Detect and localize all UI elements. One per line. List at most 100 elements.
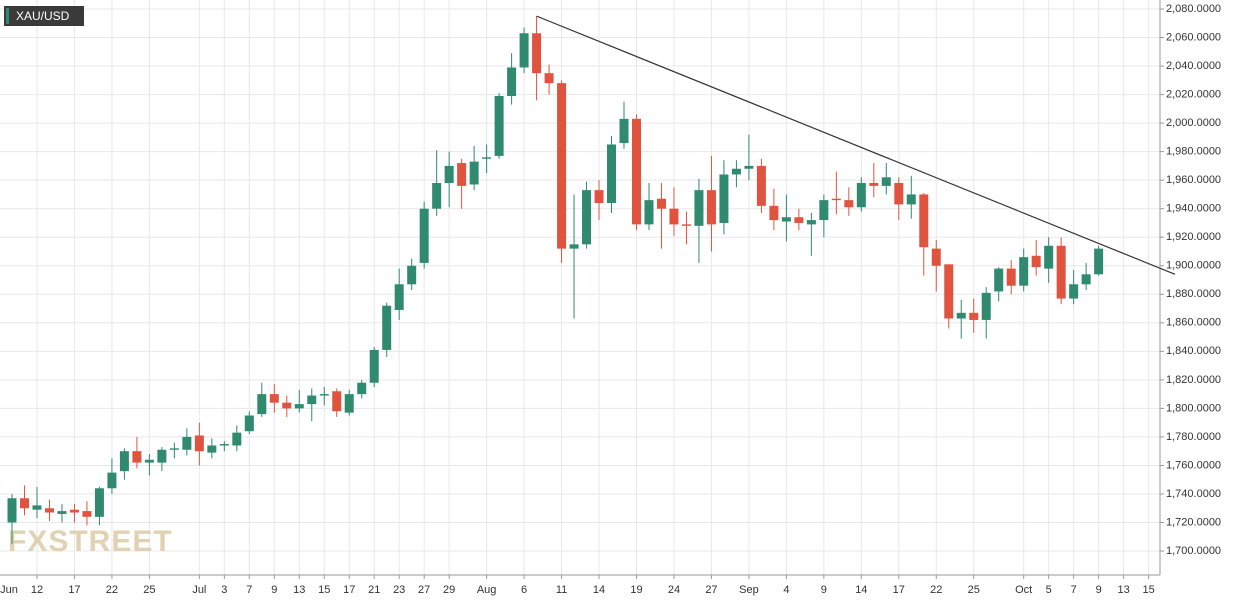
- candle-body: [157, 449, 167, 463]
- candle-body: [257, 394, 267, 415]
- candle-body: [544, 73, 554, 84]
- x-tick-label: 17: [343, 584, 355, 596]
- y-tick-label: 1,920.0000: [1166, 231, 1221, 243]
- y-tick-label: 1,960.0000: [1166, 174, 1221, 186]
- y-tick-label: 1,780.0000: [1166, 431, 1221, 443]
- candle-body: [1069, 284, 1079, 299]
- x-tick-label: 29: [443, 584, 455, 596]
- candle-body: [769, 205, 779, 221]
- candles: [7, 16, 1104, 544]
- y-tick-label: 1,740.0000: [1166, 488, 1221, 500]
- candle-body: [507, 67, 517, 96]
- candle-body: [856, 183, 866, 208]
- x-tick-label: 27: [705, 584, 717, 596]
- candle-body: [669, 208, 679, 225]
- candle-body: [656, 198, 666, 209]
- x-tick-label: 9: [821, 584, 827, 596]
- candle-body: [19, 498, 29, 509]
- candle-body: [582, 190, 592, 245]
- y-tick-label: 1,840.0000: [1166, 345, 1221, 357]
- candle-body: [532, 33, 542, 74]
- candle-body: [831, 198, 841, 201]
- x-tick-label: 14: [593, 584, 605, 596]
- candle-body: [594, 190, 604, 203]
- candle-body: [969, 312, 979, 320]
- x-tick-label: 9: [1096, 584, 1102, 596]
- trendline: [536, 15, 1176, 275]
- x-tick-label: 15: [318, 584, 330, 596]
- y-tick-label: 2,040.0000: [1166, 60, 1221, 72]
- candle-body: [931, 248, 941, 266]
- candle-body: [294, 404, 304, 409]
- x-tick-label: 3: [221, 584, 227, 596]
- x-tick-label: 14: [855, 584, 867, 596]
- candle-body: [1094, 248, 1104, 275]
- candle-body: [232, 432, 242, 446]
- candle-body: [844, 200, 854, 208]
- x-tick-label: 6: [521, 584, 527, 596]
- candle-body: [94, 488, 104, 517]
- x-tick-label: Jul: [192, 584, 206, 596]
- y-tick-label: 2,000.0000: [1166, 117, 1221, 129]
- candle-body: [82, 511, 92, 517]
- symbol-badge-accent: [6, 8, 9, 24]
- candle-body: [432, 183, 442, 209]
- candle-body: [32, 505, 42, 510]
- x-tick-label: Oct: [1015, 584, 1032, 596]
- candle-body: [44, 508, 54, 513]
- x-tick-label: 17: [893, 584, 905, 596]
- x-tick-label: 23: [393, 584, 405, 596]
- x-tick-label: 5: [1046, 584, 1052, 596]
- candle-body: [644, 200, 654, 225]
- candle-body: [269, 394, 279, 403]
- x-tick-label: 7: [246, 584, 252, 596]
- candle-body: [994, 268, 1004, 292]
- x-tick-label: 15: [1142, 584, 1154, 596]
- candle-body: [981, 292, 991, 320]
- candle-body: [619, 118, 629, 144]
- x-tick-label: 21: [368, 584, 380, 596]
- candle-body: [706, 190, 716, 225]
- candle-body: [894, 183, 904, 205]
- x-tick-label: 12: [31, 584, 43, 596]
- candle-body: [632, 118, 641, 225]
- candle-body: [319, 394, 329, 396]
- candle-body: [119, 451, 129, 472]
- x-tick-label: Sep: [739, 584, 759, 596]
- candle-body: [519, 33, 529, 68]
- candle-body: [244, 415, 254, 432]
- candle-body: [694, 190, 704, 226]
- candle-body: [482, 157, 492, 159]
- candle-body: [57, 511, 67, 514]
- y-tick-label: 1,880.0000: [1166, 288, 1221, 300]
- candle-body: [557, 83, 567, 249]
- x-tick-label: Aug: [477, 584, 497, 596]
- candle-body: [69, 509, 79, 513]
- candle-body: [444, 165, 454, 184]
- candle-body: [132, 451, 142, 463]
- candle-body: [731, 168, 741, 175]
- x-tick-label: 27: [418, 584, 430, 596]
- candle-body: [806, 220, 816, 225]
- candle-body: [107, 472, 117, 489]
- x-tick-label: 4: [783, 584, 789, 596]
- y-tick-label: 1,720.0000: [1166, 516, 1221, 528]
- candle-body: [182, 436, 192, 450]
- candle-body: [956, 312, 966, 319]
- candle-body: [756, 165, 766, 206]
- candle-body: [144, 459, 154, 463]
- candle-body: [881, 177, 891, 186]
- candle-body: [457, 163, 467, 186]
- x-tick-label: 9: [271, 584, 277, 596]
- x-tick-label: 22: [106, 584, 118, 596]
- x-tick-label: 25: [968, 584, 980, 596]
- candle-body: [469, 161, 479, 185]
- candle-body: [1031, 255, 1041, 268]
- candle-body: [944, 264, 954, 319]
- candle-body: [344, 394, 354, 413]
- x-tick-label: 13: [1117, 584, 1129, 596]
- y-tick-label: 1,760.0000: [1166, 459, 1221, 471]
- candle-body: [494, 95, 504, 156]
- y-tick-label: 1,980.0000: [1166, 146, 1221, 158]
